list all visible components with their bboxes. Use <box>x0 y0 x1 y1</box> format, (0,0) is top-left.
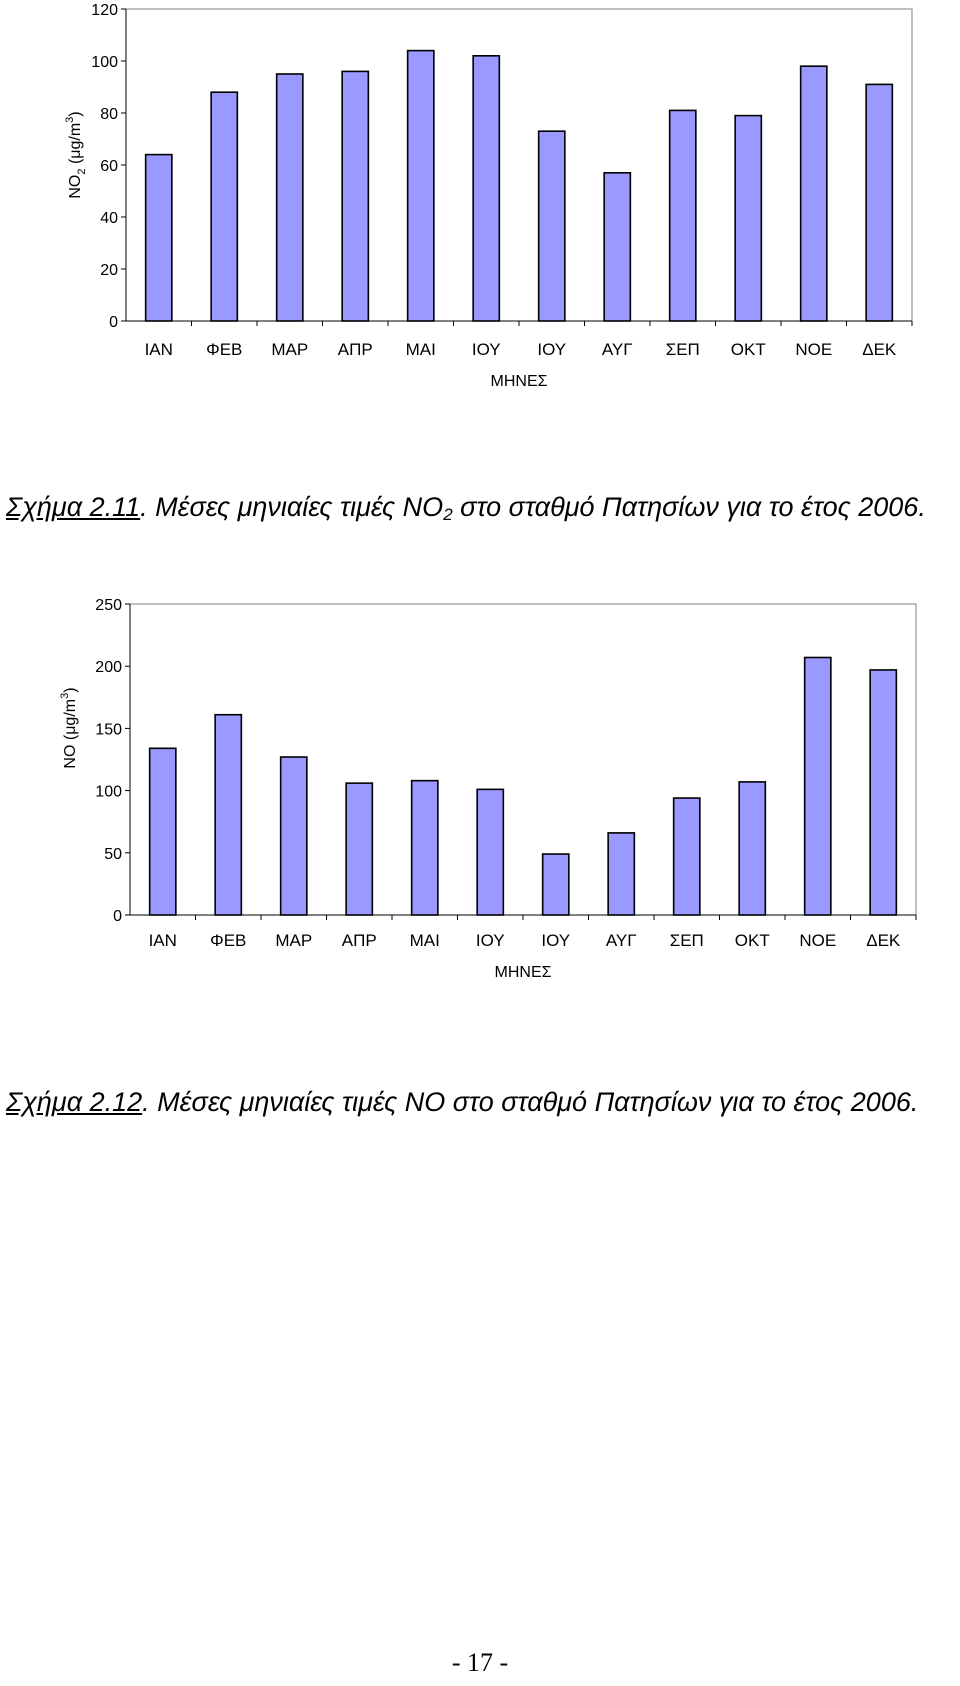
bar <box>668 109 697 322</box>
y-tick-label: 60 <box>100 158 118 175</box>
y-tick-label: 100 <box>91 54 118 71</box>
x-category-label: ΙΟΥ <box>541 931 570 950</box>
x-category-label: ΙΑΝ <box>149 931 177 950</box>
bar <box>341 70 370 322</box>
bar <box>410 779 439 916</box>
x-category-label: ΑΥΓ <box>602 340 633 359</box>
y-tick-label: 20 <box>100 262 118 279</box>
x-category-label: ΣΕΠ <box>666 340 700 359</box>
no2-y-axis-label: NO2 (μg/m3) <box>64 111 88 198</box>
bar <box>738 781 767 916</box>
no2-chart-svg: NO2 (μg/m3) 0 20 40 60 80 100 120 ΙΑΝ ΦΕΒ ΜΑΡ ΑΠΡ Μ… <box>64 2 913 390</box>
bar <box>406 49 435 322</box>
x-axis-label: ΜΗΝΕΣ <box>491 373 548 390</box>
figure-caption-2-12: Σχήμα 2.12. Μέσες μηνιαίες τιμές NO στο … <box>6 1087 918 1118</box>
x-category-label: ΙΟΥ <box>472 340 501 359</box>
y-tick-label: 50 <box>104 846 122 863</box>
no-bar-chart: NO (μg/m3) 0 50 100 150 200 250 ΙΑΝ ΦΕΒ ΜΑΡ ΑΠΡ ΜΑ… <box>0 592 960 992</box>
caption-text: . Μέσες μηνιαίες τιμές NO στο σταθμό Πατ… <box>142 1087 919 1117</box>
x-category-label: ΙΟΥ <box>537 340 566 359</box>
x-category-label: ΜΑΙ <box>410 931 440 950</box>
caption-text: . Μέσες μηνιαίες τιμές NO <box>140 492 444 522</box>
bar <box>541 853 570 916</box>
x-category-label: ΟΚΤ <box>731 340 766 359</box>
bar <box>472 54 501 322</box>
x-category-label: ΦΕΒ <box>206 340 242 359</box>
y-tick-label: 120 <box>91 2 118 19</box>
bar <box>537 130 566 322</box>
bar <box>279 756 308 916</box>
x-category-label: ΜΑΡ <box>275 931 312 950</box>
y-tick-label: 40 <box>100 210 118 227</box>
bar <box>803 656 832 916</box>
y-tick-label: 0 <box>113 908 122 925</box>
no-y-axis-label: NO (μg/m3) <box>59 687 79 768</box>
x-category-label: ΝΟΕ <box>795 340 832 359</box>
bar <box>210 91 239 322</box>
x-category-label: ΑΠΡ <box>342 931 377 950</box>
caption-ref: Σχήμα 2.11 <box>6 492 141 522</box>
bar <box>607 832 636 916</box>
y-tick-label: 80 <box>100 106 118 123</box>
x-category-label: ΣΕΠ <box>670 931 704 950</box>
x-category-label: ΟΚΤ <box>735 931 770 950</box>
x-category-label: ΝΟΕ <box>799 931 836 950</box>
bar <box>672 797 701 916</box>
plot-area-frame <box>125 8 913 322</box>
figure-caption-2-11: Σχήμα 2.11. Μέσες μηνιαίες τιμές NO2 στο… <box>6 492 926 525</box>
y-tick-label: 150 <box>95 721 122 738</box>
bar <box>345 782 374 916</box>
bar <box>603 172 632 322</box>
bar <box>476 788 505 916</box>
caption-ref: Σχήμα 2.12 <box>6 1087 143 1117</box>
plot-area-frame <box>129 603 917 916</box>
caption-text-after: στο σταθμό Πατησίων για το έτος 2006. <box>452 492 926 522</box>
caption-subscript: 2 <box>443 505 453 524</box>
y-tick-label: 250 <box>95 597 122 614</box>
page-number: - 17 - <box>451 1648 509 1677</box>
x-category-label: ΙΟΥ <box>476 931 505 950</box>
x-category-label: ΜΑΡ <box>271 340 308 359</box>
x-category-label: ΦΕΒ <box>210 931 246 950</box>
bar <box>148 747 177 916</box>
x-category-label: ΙΑΝ <box>145 340 173 359</box>
bar <box>869 669 898 916</box>
no2-bar-chart: NO2 (μg/m3) 0 20 40 60 80 100 120 ΙΑΝ ΦΕΒ ΜΑΡ ΑΠΡ Μ… <box>0 0 960 400</box>
y-tick-label: 0 <box>109 314 118 331</box>
x-category-label: ΑΠΡ <box>338 340 373 359</box>
no-chart-svg: NO (μg/m3) 0 50 100 150 200 250 ΙΑΝ ΦΕΒ ΜΑΡ ΑΠΡ ΜΑ… <box>59 597 917 981</box>
y-tick-label: 100 <box>95 784 122 801</box>
bar <box>865 83 894 322</box>
x-axis-label: ΜΗΝΕΣ <box>495 964 552 981</box>
bar <box>275 73 304 322</box>
bar <box>144 153 173 322</box>
x-category-label: ΜΑΙ <box>406 340 436 359</box>
bar <box>734 114 763 322</box>
bar <box>799 65 828 322</box>
bar <box>214 713 243 916</box>
x-category-label: ΑΥΓ <box>606 931 637 950</box>
y-tick-label: 200 <box>95 659 122 676</box>
x-category-label: ΔΕΚ <box>866 931 901 950</box>
x-category-label: ΔΕΚ <box>862 340 897 359</box>
